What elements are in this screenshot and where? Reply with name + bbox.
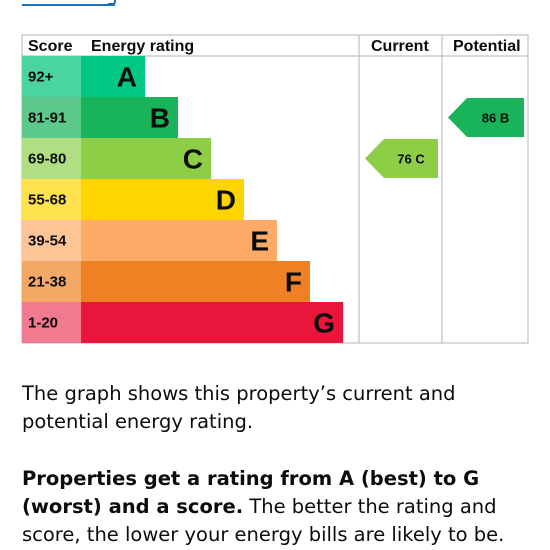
score-cell-b	[22, 97, 81, 138]
energy-rating-chart: 92+ A81-91 B69-80 C55-68 D39-54 E21-38 F1-20 G …	[21, 34, 529, 344]
score-cell-c	[22, 138, 81, 179]
band-letter-b: B	[150, 103, 170, 134]
score-cell-d	[22, 179, 81, 220]
current-rating-marker-label: 76 C	[397, 152, 425, 167]
score-range-g: 1-20	[28, 315, 58, 332]
top-link-underline-tail	[108, 0, 116, 5]
score-range-b: 81-91	[28, 110, 66, 127]
graph-description: The graph shows this property’s current …	[22, 382, 456, 433]
band-bar-d	[81, 179, 244, 220]
score-range-e: 39-54	[28, 233, 67, 250]
band-bar-c	[81, 138, 211, 179]
potential-rating-marker-label: 86 B	[482, 111, 509, 126]
rating-explanation-bold: Properties get a rating from A (best) to…	[22, 467, 480, 518]
band-letter-c: C	[183, 144, 203, 175]
potential-rating-marker-arrow	[448, 98, 524, 137]
rating-markers: 76 C 86 B	[365, 98, 524, 178]
band-bar-e	[81, 220, 277, 261]
current-header: Current	[371, 38, 429, 55]
band-letter-a: A	[117, 62, 137, 93]
score-cell-a	[22, 56, 81, 97]
band-bar-a	[81, 56, 145, 97]
score-cell-e	[22, 220, 81, 261]
score-header: Score	[28, 38, 73, 55]
current-rating-marker-arrow	[365, 139, 438, 178]
top-link-underline[interactable]	[22, 0, 115, 6]
rating-explanation-rest: The better the rating and score, the low…	[22, 495, 505, 546]
rating-bands: 92+ A 81-91 B 69-80 C 55-68 D 39-54 E 21-38 F 1-20 G	[22, 56, 343, 343]
score-cell-g	[22, 302, 81, 343]
band-bar-b	[81, 97, 178, 138]
rating-explanation: Properties get a rating from A (best) to…	[22, 465, 532, 549]
potential-header: Potential	[453, 38, 521, 55]
band-letter-e: E	[250, 226, 269, 257]
score-range-a: 92+	[28, 69, 54, 86]
band-bar-g	[81, 302, 343, 343]
band-letter-g: G	[313, 308, 335, 339]
score-range-d: 55-68	[28, 192, 66, 209]
energy-rating-header: Energy rating	[91, 38, 194, 55]
score-range-c: 69-80	[28, 151, 66, 168]
score-range-f: 21-38	[28, 274, 66, 291]
band-letter-f: F	[285, 267, 302, 298]
band-letter-d: D	[216, 185, 236, 216]
score-cell-f	[22, 261, 81, 302]
band-bar-f	[81, 261, 310, 302]
